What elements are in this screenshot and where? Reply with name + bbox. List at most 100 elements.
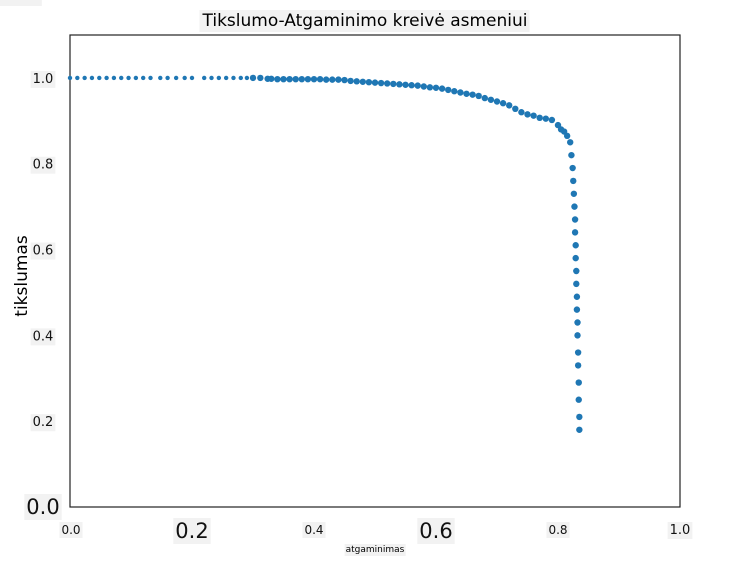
data-point <box>445 86 452 94</box>
y-axis-label-background <box>0 0 42 6</box>
data-point <box>573 267 580 275</box>
data-point <box>189 75 195 81</box>
x-tick-label: 0.6 <box>419 519 452 543</box>
data-point <box>223 75 229 81</box>
data-point <box>249 74 257 82</box>
data-point <box>111 75 117 81</box>
data-point <box>148 75 153 81</box>
data-point <box>576 413 583 421</box>
data-point <box>209 75 214 81</box>
data-point <box>571 216 579 223</box>
data-point <box>165 75 170 81</box>
data-point <box>133 75 139 81</box>
data-point <box>576 426 583 433</box>
data-point <box>75 75 80 81</box>
data-point <box>353 78 360 85</box>
data-point <box>310 75 318 83</box>
data-point <box>126 75 131 81</box>
x-tick-label: 0.8 <box>548 523 567 537</box>
data-point <box>365 79 373 86</box>
data-point <box>457 89 464 96</box>
data-point <box>574 362 582 369</box>
data-point <box>563 132 571 140</box>
data-point <box>396 81 403 88</box>
data-point <box>359 78 366 85</box>
data-point <box>506 102 513 109</box>
data-point <box>475 92 482 100</box>
x-tick-label-background <box>546 522 570 538</box>
data-point <box>530 112 537 119</box>
y-tick-label: 0.6 <box>33 244 54 259</box>
data-point <box>573 293 581 300</box>
data-point <box>438 85 446 92</box>
data-point <box>493 98 501 105</box>
y-tick-label: 1.0 <box>33 72 54 87</box>
data-point <box>286 75 293 83</box>
data-point <box>451 88 458 95</box>
x-axis-ticks: 0.0 0.2 0.4 0.6 0.8 1.0 <box>59 518 693 544</box>
data-point <box>432 84 440 91</box>
y-tick-label-background <box>30 70 56 88</box>
data-point <box>335 76 342 83</box>
data-point <box>402 81 409 88</box>
data-point <box>182 75 187 81</box>
data-point <box>570 177 577 185</box>
data-point <box>572 254 579 262</box>
x-tick-label: 0.0 <box>61 523 80 537</box>
data-point <box>572 242 579 249</box>
data-point <box>341 76 348 84</box>
data-point <box>67 75 73 81</box>
data-point <box>481 94 488 102</box>
data-point <box>575 396 582 403</box>
data-point <box>257 74 264 82</box>
data-point <box>571 229 579 236</box>
y-axis-ticks: 0.0 0.2 0.4 0.6 0.8 1.0 <box>24 70 62 520</box>
data-point <box>390 80 397 88</box>
data-point <box>571 203 578 210</box>
data-point <box>231 75 236 81</box>
data-point <box>574 319 581 326</box>
chart-title: Tikslumo-Atgaminimo kreivė asmeniui <box>201 11 527 31</box>
x-axis-label-background <box>344 544 406 556</box>
data-point <box>104 75 109 81</box>
data-point <box>573 280 580 288</box>
data-point <box>202 75 207 81</box>
data-point <box>569 164 576 172</box>
y-tick-label-background <box>30 328 56 346</box>
x-tick-label: 0.2 <box>175 519 208 543</box>
data-point <box>568 151 575 159</box>
x-tick-label: 1.0 <box>670 523 691 538</box>
data-point <box>371 79 379 86</box>
y-axis-label: tikslumas <box>12 235 32 317</box>
data-point <box>574 349 582 356</box>
data-point <box>487 96 495 103</box>
data-point <box>518 109 525 116</box>
data-point <box>274 75 281 83</box>
data-point <box>573 306 581 313</box>
data-point <box>298 75 305 83</box>
data-point <box>238 75 243 81</box>
data-point <box>499 100 507 107</box>
data-point <box>463 90 470 97</box>
data-point <box>304 75 312 83</box>
data-point <box>173 75 179 81</box>
data-point <box>323 76 330 83</box>
data-point <box>408 82 415 89</box>
chart-title-background <box>199 10 530 32</box>
x-tick-label-background <box>173 518 211 544</box>
data-point <box>384 80 391 87</box>
y-tick-label: 0.4 <box>33 329 54 344</box>
data-point <box>512 105 519 113</box>
data-point <box>216 75 222 81</box>
y-tick-label: 0.0 <box>26 495 59 519</box>
data-point <box>347 77 354 85</box>
data-point <box>570 190 578 197</box>
data-point <box>469 91 476 98</box>
data-point <box>316 75 324 83</box>
y-tick-label: 0.2 <box>33 415 54 430</box>
y-tick-label-background <box>30 156 56 174</box>
y-tick-label-background <box>30 414 56 432</box>
data-point <box>280 75 287 83</box>
